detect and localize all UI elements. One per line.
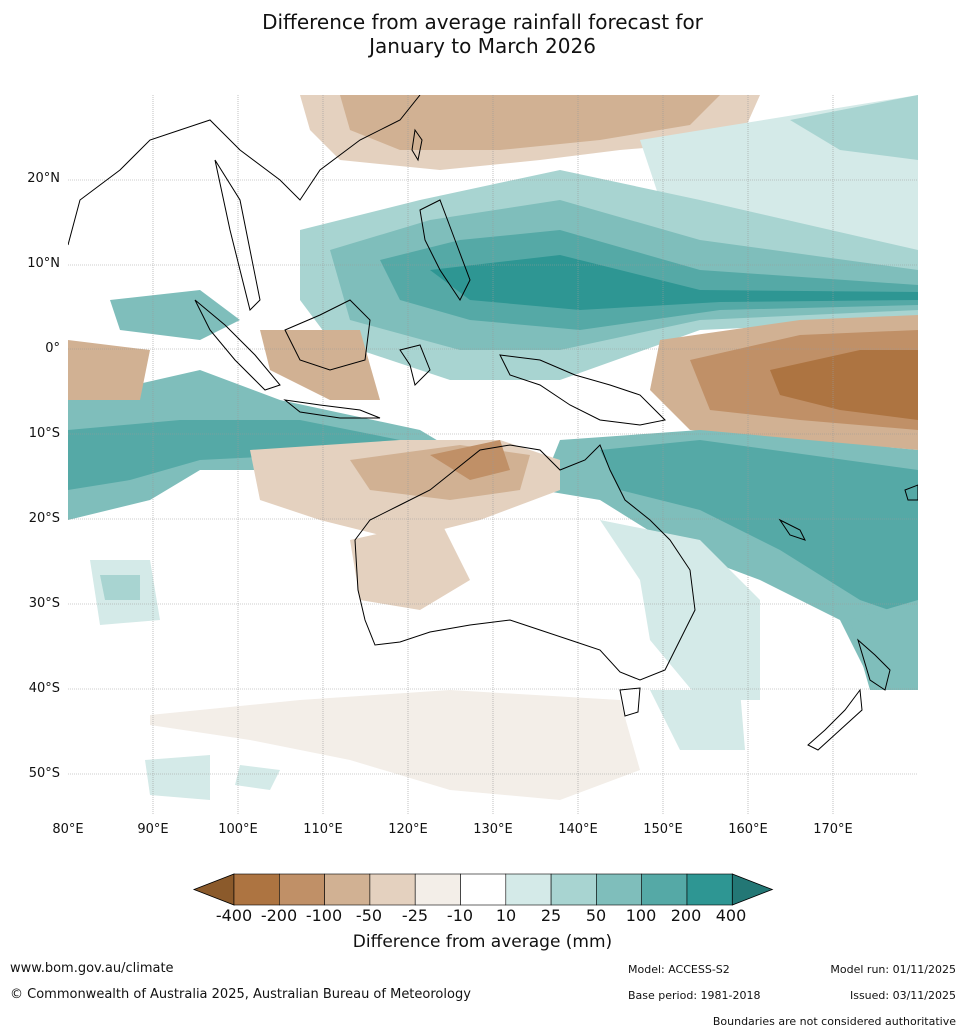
- dry-north-core: [340, 95, 720, 150]
- colorbar-label-5: -25: [401, 906, 429, 925]
- lon-label-100e: 100°E: [218, 822, 258, 837]
- indochina-coast: [214, 159, 261, 311]
- colorbar-label-4: -50: [355, 906, 383, 925]
- footer-model: Model: ACCESS-S2: [628, 963, 730, 976]
- lon-label-80e: 80°E: [52, 822, 84, 837]
- wet-npac-2: [790, 95, 918, 160]
- dry-io-west: [68, 340, 150, 400]
- wet-coral-core: [600, 440, 918, 620]
- philippines-coast: [419, 199, 471, 301]
- lon-label-90e: 90°E: [137, 822, 169, 837]
- footer-disclaimer: Boundaries are not considered authoritat…: [712, 1015, 956, 1028]
- colorbar-title: Difference from average (mm): [352, 932, 613, 952]
- new-guinea-coast: [499, 354, 667, 426]
- lat-label-10n: 10°N: [27, 256, 60, 271]
- lon-label-130e: 130°E: [473, 822, 513, 837]
- anomaly-fields: [68, 95, 918, 800]
- dry-borneo: [260, 330, 380, 400]
- colorbar-label-7: 10: [495, 906, 517, 925]
- lon-label-110e: 110°E: [303, 822, 343, 837]
- colorbar-label-9: 50: [585, 906, 607, 925]
- australia-coast: [354, 444, 696, 681]
- colorbar-label-10: 100: [625, 906, 657, 925]
- footer-copyright: © Commonwealth of Australia 2025, Austra…: [10, 987, 471, 1002]
- lon-label-170e: 170°E: [813, 822, 853, 837]
- nz-north-coast: [857, 638, 891, 691]
- lat-label-0: 0°: [45, 341, 60, 356]
- colorbar-label-8: 25: [540, 906, 562, 925]
- footer-base-period: Base period: 1981-2018: [628, 989, 761, 1002]
- lat-label-40s: 40°S: [28, 681, 60, 696]
- dry-south: [150, 690, 640, 800]
- title-line-2: January to March 2026: [369, 34, 596, 58]
- colorbar-label-11: 200: [670, 906, 702, 925]
- java-coast: [283, 399, 381, 419]
- fiji-coast: [904, 484, 918, 501]
- wet-sw2: [100, 575, 140, 600]
- lat-label-50s: 50°S: [28, 766, 60, 781]
- lon-label-150e: 150°E: [643, 822, 683, 837]
- borneo-coast: [284, 299, 371, 371]
- colorbar-label-6: -10: [446, 906, 474, 925]
- wet-east-aus: [600, 520, 760, 700]
- lat-label-30s: 30°S: [28, 596, 60, 611]
- lat-label-10s: 10°S: [28, 426, 60, 441]
- footer-model-run: Model run: 01/11/2025: [830, 963, 956, 976]
- footer-website: www.bom.gov.au/climate: [10, 961, 174, 976]
- nz-south-coast: [807, 688, 863, 751]
- colorbar-label-2: -200: [260, 906, 298, 925]
- new-caledonia-coast: [778, 518, 806, 541]
- coastlines: [68, 95, 918, 751]
- wet-sumatra: [110, 290, 240, 340]
- colorbar-label-1: -400: [215, 906, 253, 925]
- lon-label-120e: 120°E: [388, 822, 428, 837]
- chart-title: Difference from average rainfall forecas…: [0, 10, 965, 58]
- sulawesi-coast: [399, 344, 431, 386]
- sumatra-coast: [194, 299, 281, 391]
- wet-tas: [650, 690, 745, 750]
- wet-io-core: [68, 420, 400, 490]
- graticule: [68, 95, 918, 815]
- wet-s1: [145, 755, 210, 800]
- asia-coast: [68, 95, 421, 246]
- colorbar-label-12: 400: [715, 906, 747, 925]
- taiwan-coast: [411, 128, 423, 162]
- lat-label-20n: 20°N: [27, 171, 60, 186]
- lon-label-140e: 140°E: [558, 822, 598, 837]
- lon-label-160e: 160°E: [728, 822, 768, 837]
- colorbar-label-3: -100: [305, 906, 343, 925]
- dry-pac-core: [770, 350, 918, 420]
- tasmania-coast: [619, 687, 641, 717]
- title-line-1: Difference from average rainfall forecas…: [262, 10, 703, 34]
- wet-nz: [850, 600, 918, 690]
- footer-issued: Issued: 03/11/2025: [849, 989, 956, 1002]
- lat-label-20s: 20°S: [28, 511, 60, 526]
- wet-equator-core: [430, 255, 918, 310]
- dry-west-aus: [350, 520, 470, 610]
- wet-s2: [235, 765, 280, 790]
- dry-naus-peak: [430, 440, 510, 480]
